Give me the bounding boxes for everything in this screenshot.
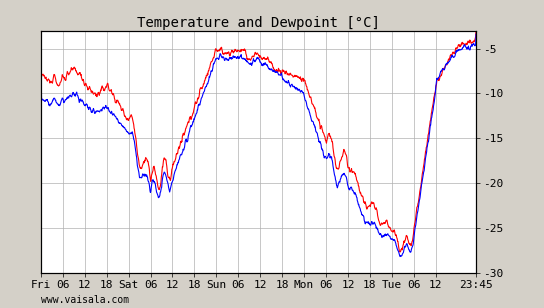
Title: Temperature and Dewpoint [°C]: Temperature and Dewpoint [°C] <box>137 16 380 30</box>
Text: www.vaisala.com: www.vaisala.com <box>41 295 129 305</box>
